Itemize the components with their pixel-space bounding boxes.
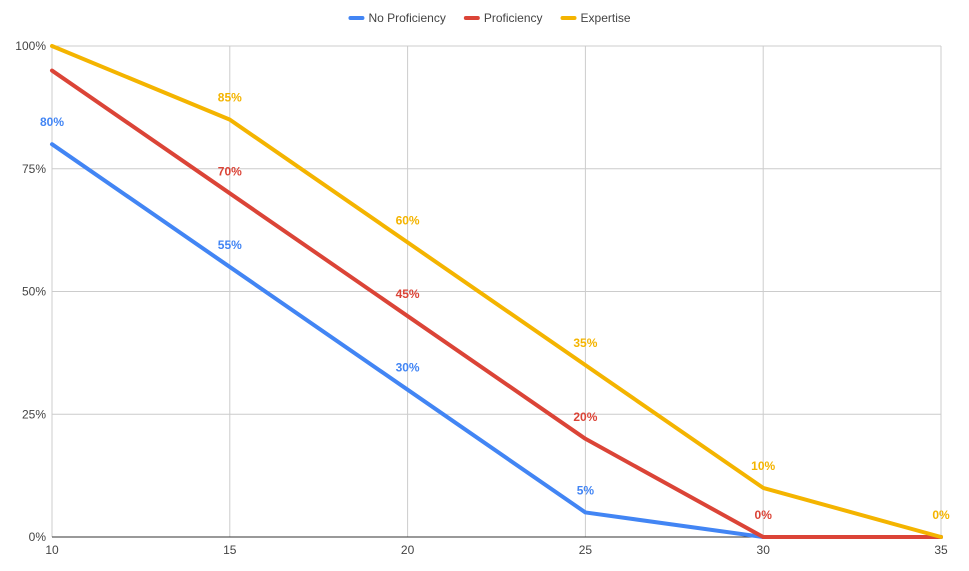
legend: No Proficiency Proficiency Expertise	[348, 11, 631, 25]
data-label: 5%	[577, 483, 595, 497]
data-label: 0%	[755, 508, 773, 522]
legend-label-expertise: Expertise	[581, 11, 631, 25]
series-line-expertise	[50, 44, 943, 539]
series-lines	[50, 44, 943, 539]
data-label: 60%	[396, 213, 420, 227]
y-tick-label: 75%	[22, 162, 46, 176]
legend-label-proficiency: Proficiency	[484, 11, 543, 25]
data-label: 70%	[218, 164, 242, 178]
data-label: 35%	[573, 336, 597, 350]
data-labels: 80% 55% 30% 5% 70% 45% 20% 0% 85% 60% 35% 10% 0%	[40, 91, 950, 522]
x-tick-label: 25	[579, 543, 593, 557]
x-tick-label: 15	[223, 543, 237, 557]
series-line-no-proficiency	[50, 142, 943, 539]
grid	[51, 45, 942, 537]
data-label: 45%	[396, 287, 420, 301]
data-label: 10%	[751, 459, 775, 473]
data-label: 55%	[218, 238, 242, 252]
legend-label-no-proficiency: No Proficiency	[368, 11, 445, 25]
x-tick-label: 30	[757, 543, 771, 557]
series-line-proficiency	[50, 68, 943, 539]
x-tick-label: 35	[934, 543, 948, 557]
data-label: 20%	[573, 410, 597, 424]
data-label: 30%	[396, 361, 420, 375]
y-tick-label: 100%	[15, 39, 46, 53]
x-tick-label: 20	[401, 543, 415, 557]
data-label: 0%	[932, 508, 950, 522]
x-tick-label: 10	[45, 543, 59, 557]
axes: 0% 25% 50% 75% 100% 10 15 20 25 30 35	[15, 39, 948, 557]
data-label: 80%	[40, 115, 64, 129]
y-tick-label: 50%	[22, 285, 46, 299]
data-label: 85%	[218, 91, 242, 105]
y-tick-label: 25%	[22, 407, 46, 421]
y-tick-label: 0%	[29, 530, 47, 544]
